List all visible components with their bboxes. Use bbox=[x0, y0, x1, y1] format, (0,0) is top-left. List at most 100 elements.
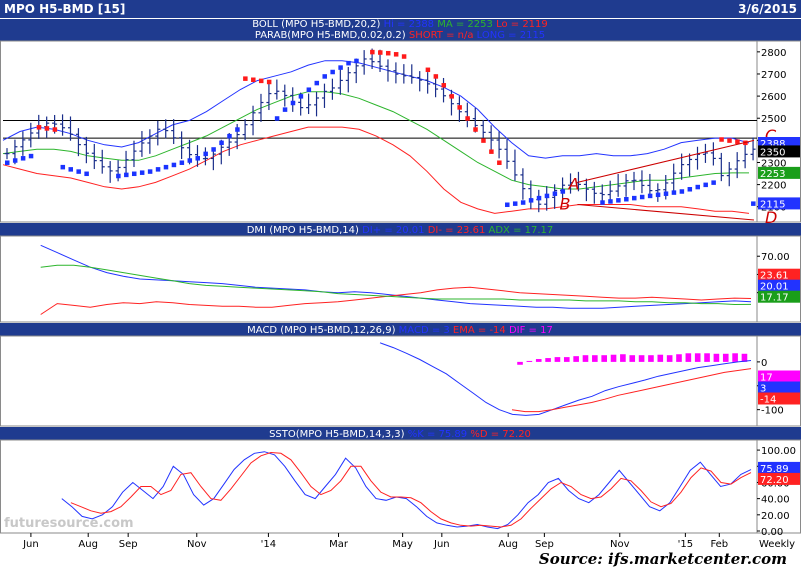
sar-short-dot bbox=[441, 83, 447, 88]
sar-short-dot bbox=[465, 116, 470, 121]
dmi-series-adx bbox=[40, 264, 752, 306]
dmi-last-label-bg bbox=[758, 279, 800, 292]
macd-header-bar bbox=[0, 323, 801, 336]
dmi-last-label-bg bbox=[758, 268, 800, 281]
macd-histogram-bar bbox=[704, 353, 710, 362]
sar-long-dot bbox=[687, 187, 693, 192]
sar-long-dot bbox=[124, 172, 129, 178]
macd-series-macd bbox=[379, 342, 752, 416]
sar-long-dot bbox=[76, 169, 81, 174]
price-tick-label: 2300 bbox=[761, 158, 786, 169]
macd-tick-label: 0 bbox=[761, 358, 767, 369]
sar-long-dot bbox=[60, 164, 66, 170]
macd-histogram-bar bbox=[648, 355, 654, 362]
dmi-last-label: 20.01 bbox=[760, 282, 789, 293]
macd-histogram-bar bbox=[517, 361, 523, 365]
dmi-header-part: DMI (MPO H5-BMD,14) bbox=[247, 225, 362, 236]
price-last-label: 2253 bbox=[760, 169, 785, 180]
boll-header-part: BOLL (MPO H5-BMD,20,2) bbox=[252, 19, 383, 30]
sar-long-dot bbox=[84, 171, 89, 177]
sar-short-dot bbox=[473, 127, 478, 132]
sar-short-dot bbox=[251, 77, 256, 83]
boll-header-bar bbox=[0, 19, 801, 30]
sar-long-dot bbox=[354, 58, 359, 64]
macd-histogram-bar bbox=[582, 355, 589, 362]
ssto-tick-label: 0.00 bbox=[761, 527, 783, 538]
macd-histogram-bar bbox=[713, 353, 720, 362]
sar-long-dot bbox=[528, 198, 534, 203]
ssto-series-d bbox=[70, 451, 752, 528]
ssto-header: SSTO(MPO H5-BMD,14,3,3) %K = 75.89 %D = … bbox=[269, 429, 531, 440]
macd-last-label-bg bbox=[758, 381, 800, 394]
sar-long-dot bbox=[624, 196, 629, 202]
macd-histogram-bar bbox=[535, 359, 542, 362]
sar-long-dot bbox=[211, 147, 216, 152]
boll-upper-line bbox=[2, 60, 750, 159]
macd-last-label: 3 bbox=[760, 384, 766, 395]
macd-histogram-bar bbox=[592, 355, 598, 362]
sar-short-dot bbox=[266, 79, 272, 85]
sar-long-dot bbox=[616, 198, 621, 203]
dmi-panel-frame bbox=[0, 235, 801, 323]
parab-header-part: PARAB(MPO H5-BMD,0.02,0.2) bbox=[255, 30, 409, 41]
sar-short-dot bbox=[44, 126, 50, 131]
sar-long-dot bbox=[330, 69, 335, 75]
sar-long-dot bbox=[227, 133, 232, 139]
ssto-header-part: SSTO(MPO H5-BMD,14,3,3) bbox=[269, 429, 408, 440]
boll-header: BOLL (MPO H5-BMD,20,2) Hi = 2388 MA = 22… bbox=[252, 19, 548, 30]
x-axis-label: Aug bbox=[78, 539, 98, 550]
x-axis-label: Aug bbox=[498, 539, 518, 550]
sar-long-dot bbox=[655, 192, 661, 198]
macd-histogram-bar bbox=[563, 357, 570, 362]
ssto-header-bar bbox=[0, 427, 801, 440]
sar-long-dot bbox=[219, 140, 224, 146]
price-tick-label: 2700 bbox=[761, 70, 786, 81]
x-axis-label: Jun bbox=[433, 539, 450, 550]
parab-header-part: LONG = 2115 bbox=[473, 30, 545, 41]
sar-long-dot bbox=[203, 151, 208, 157]
sar-long-dot bbox=[544, 193, 550, 199]
sar-short-dot bbox=[36, 125, 42, 130]
sar-long-dot bbox=[12, 158, 18, 163]
sar-long-dot bbox=[338, 65, 343, 70]
macd-histogram-bar bbox=[732, 353, 738, 362]
macd-histogram-bar bbox=[610, 354, 617, 362]
annotation-label-b: B bbox=[560, 195, 571, 214]
macd-last-label: 17 bbox=[760, 373, 773, 384]
dmi-last-label-bg bbox=[758, 290, 800, 303]
sar-long-dot bbox=[290, 100, 296, 106]
sar-long-dot bbox=[695, 184, 701, 190]
x-axis-label: '14 bbox=[261, 539, 276, 550]
annotation-label-a: A bbox=[567, 175, 579, 194]
annotation-trend-line bbox=[577, 139, 755, 183]
sar-short-dot bbox=[258, 78, 264, 84]
price-tick-label: 2600 bbox=[761, 92, 786, 103]
sar-long-dot bbox=[171, 162, 177, 168]
parab-header: PARAB(MPO H5-BMD,0.02,0.2) SHORT = n/a L… bbox=[255, 30, 545, 41]
sar-long-dot bbox=[647, 193, 653, 199]
sar-short-dot bbox=[727, 138, 732, 143]
sar-short-dot bbox=[433, 74, 439, 79]
period-label: Weekly bbox=[759, 539, 795, 550]
macd-tick-label: -100 bbox=[761, 406, 784, 417]
sar-long-dot bbox=[322, 74, 327, 79]
macd-histogram-bar bbox=[601, 355, 607, 362]
sar-long-dot bbox=[505, 202, 510, 208]
sar-long-dot bbox=[632, 195, 637, 201]
sar-long-dot bbox=[28, 153, 34, 159]
dmi-tick-label: 70.00 bbox=[761, 252, 790, 263]
sar-long-dot bbox=[608, 199, 613, 204]
price-last-label: 2350 bbox=[760, 147, 785, 158]
dmi-header-bar bbox=[0, 223, 801, 236]
macd-histogram-bar bbox=[620, 354, 626, 362]
sar-long-dot bbox=[20, 156, 26, 161]
sar-short-dot bbox=[401, 54, 407, 59]
price-last-label-bg bbox=[758, 166, 800, 179]
sar-long-dot bbox=[5, 160, 10, 165]
macd-histogram-bar bbox=[741, 353, 748, 362]
ssto-last-label: 75.89 bbox=[760, 464, 789, 475]
x-axis-label: Jun bbox=[22, 539, 39, 550]
source-credit: Source: ifs.marketcenter.com bbox=[538, 550, 787, 568]
sar-long-dot bbox=[520, 200, 526, 205]
